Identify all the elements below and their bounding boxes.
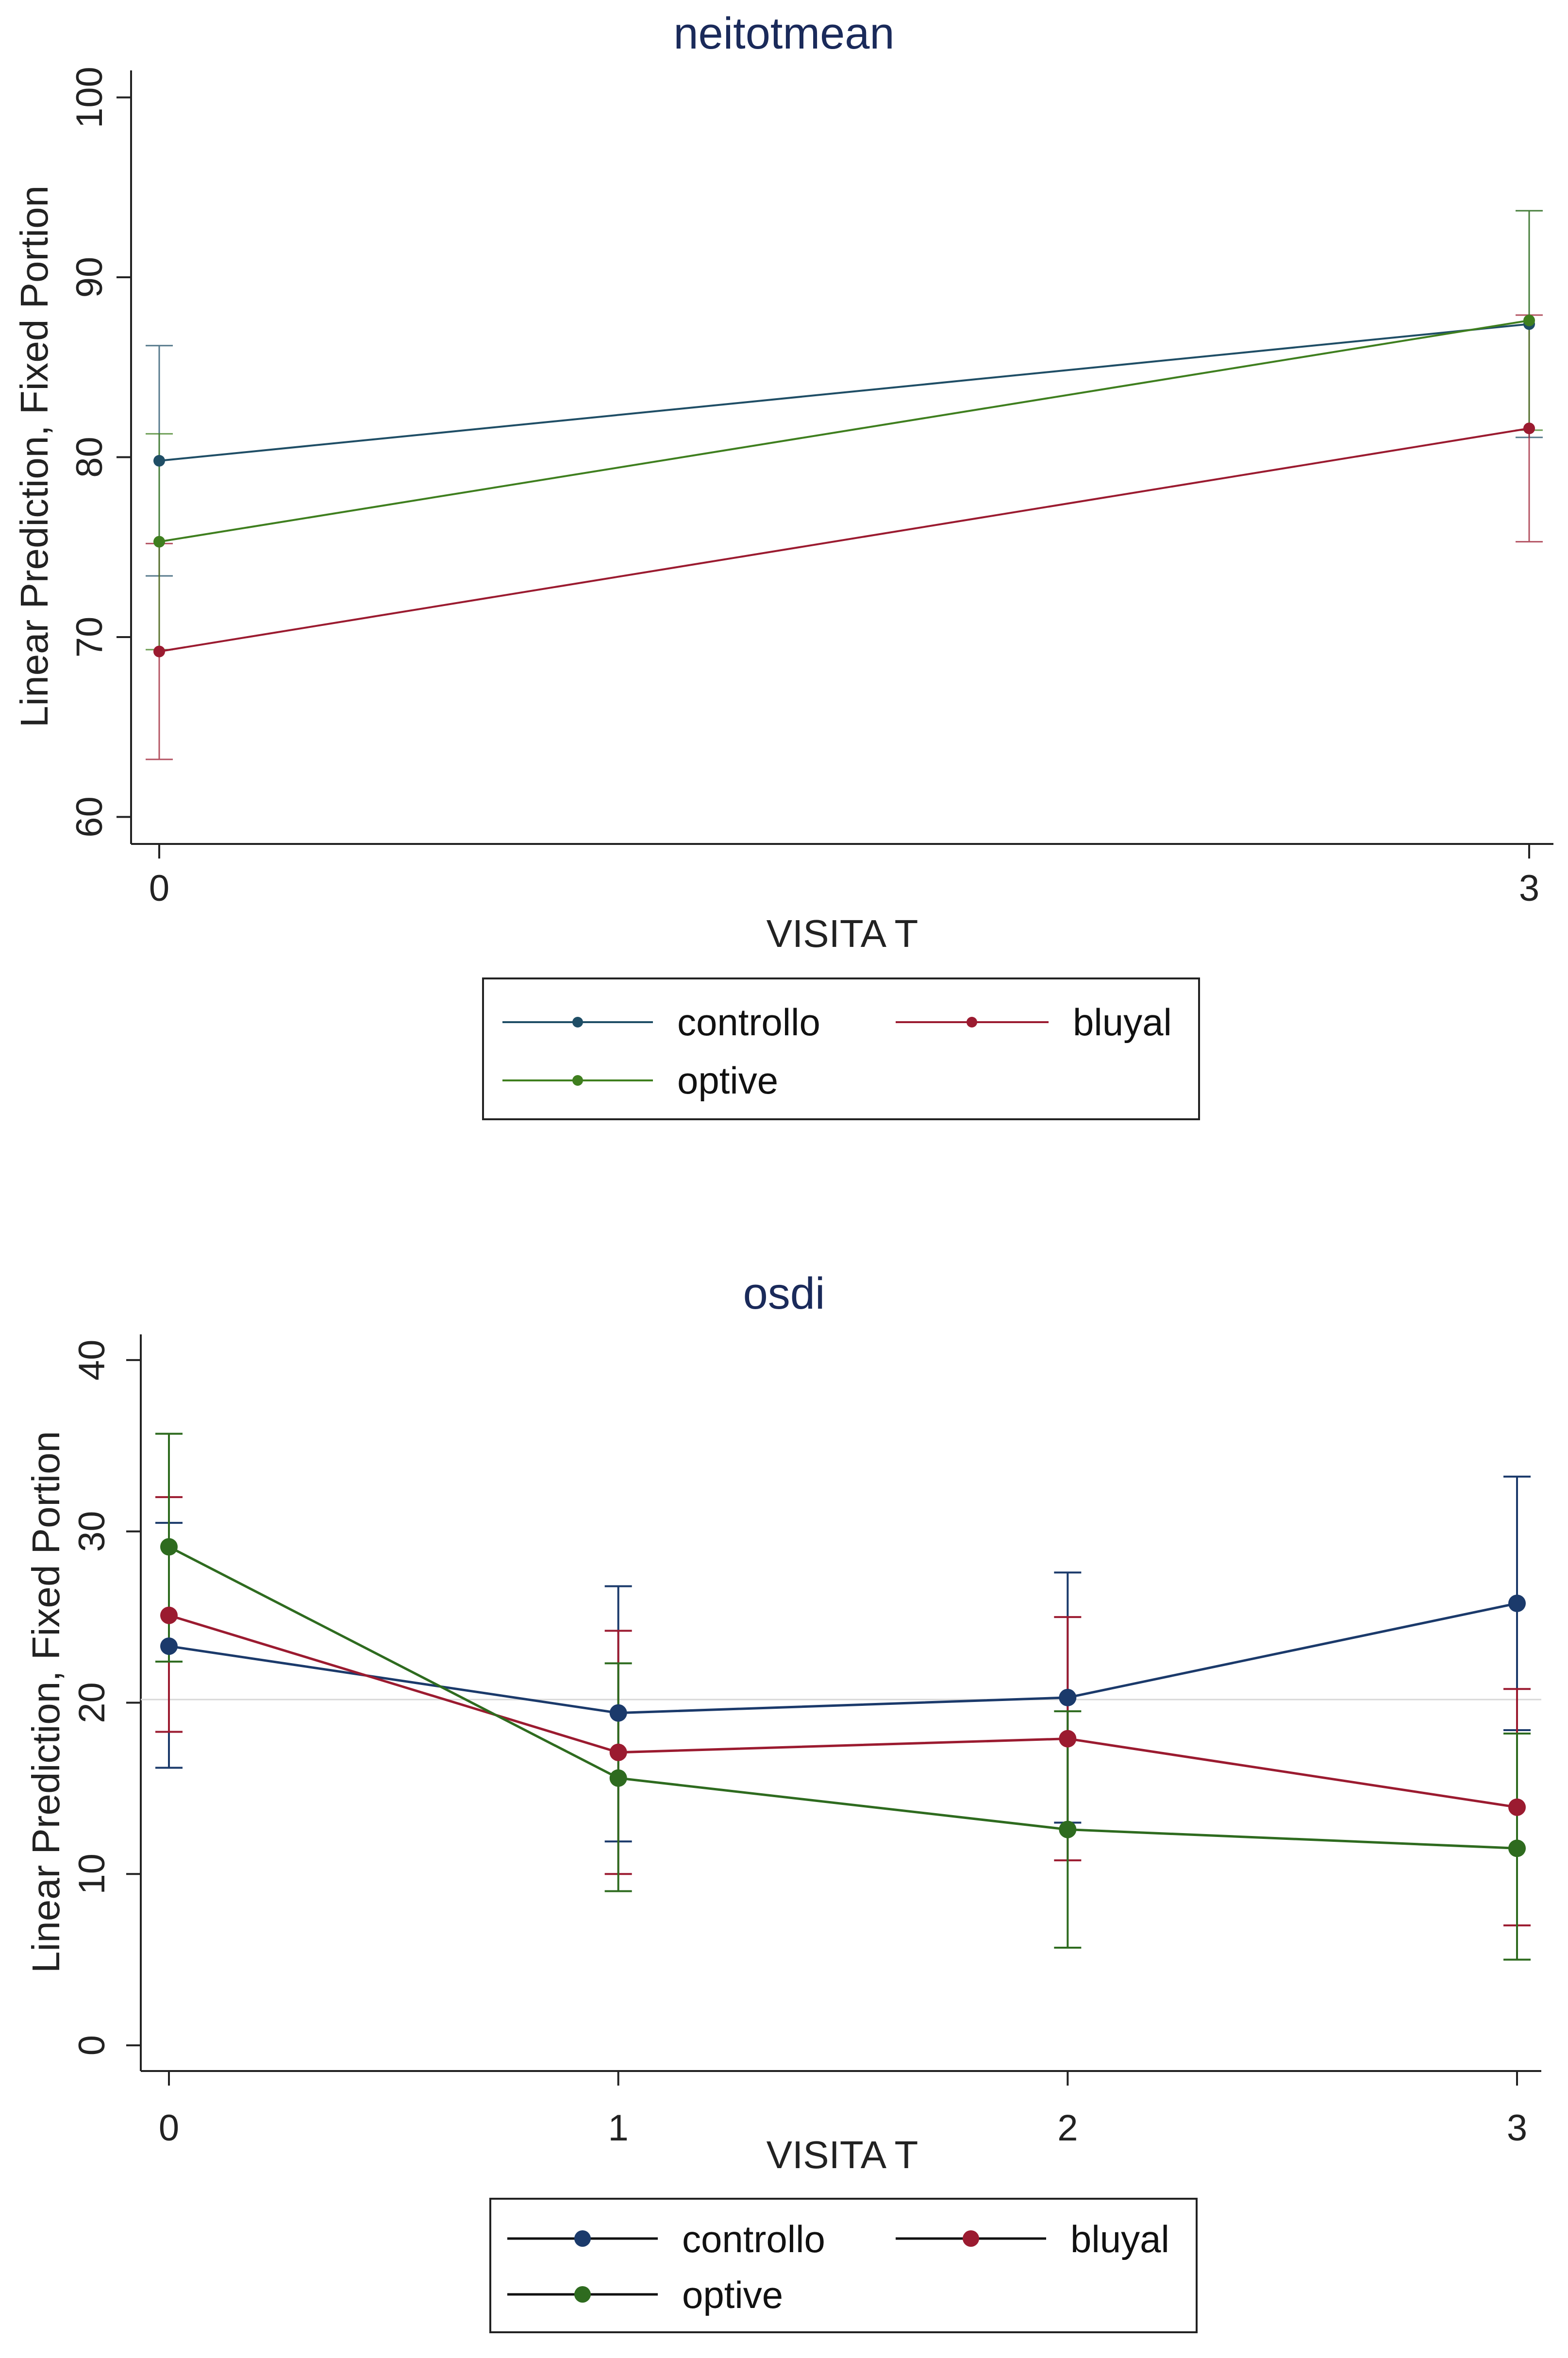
legend-label-bluyal: bluyal: [1073, 1001, 1172, 1044]
data-point-bluyal: [153, 645, 165, 657]
series-line-bluyal: [168, 1614, 1518, 1809]
y-axis-label: Linear Prediction, Fixed Portion: [24, 1431, 67, 1973]
x-tick-label: 3: [1507, 2107, 1527, 2149]
series-line-controllo: [168, 1602, 1518, 1715]
y-tick-label: 100: [69, 67, 110, 128]
y-tick-label: 30: [71, 1511, 113, 1552]
chart-title: neitotmean: [673, 9, 894, 58]
y-tick-label: 90: [69, 257, 110, 298]
y-tick-label: 20: [71, 1682, 113, 1723]
x-tick-label: 1: [608, 2107, 629, 2149]
legend-marker-optive: [574, 2286, 591, 2303]
y-tick-label: 70: [69, 617, 110, 658]
legend-marker-optive: [572, 1075, 583, 1086]
series-line-optive: [159, 319, 1530, 543]
legend-marker-bluyal: [967, 1017, 977, 1027]
y-tick-label: 40: [71, 1340, 113, 1381]
y-tick-label: 60: [69, 796, 110, 838]
legend: controllo bluyal optive: [482, 977, 1200, 1120]
x-ticks: 0 1 2 3: [159, 2071, 1527, 2149]
legend-label-optive: optive: [682, 2274, 783, 2316]
legend-marker-controllo: [572, 1017, 583, 1027]
data-point-optive: [160, 1538, 178, 1556]
error-bars-bluyal: [155, 1496, 1531, 1927]
data-point-optive: [609, 1769, 627, 1787]
y-axis-label: Linear Prediction, Fixed Portion: [13, 185, 56, 727]
chart-osdi: osdi 0 10 20 30 40 0 1 2 3 Linear Prediction, F…: [24, 1269, 1541, 2333]
series-line-controllo: [159, 323, 1530, 462]
data-point-optive: [153, 536, 165, 548]
x-tick-label: 2: [1057, 2107, 1078, 2149]
data-point-controllo: [160, 1637, 178, 1655]
error-bars-bluyal: [146, 314, 1543, 760]
data-point-controllo: [153, 455, 165, 467]
legend-box: [489, 2198, 1198, 2333]
x-axis-label: VISITA T: [767, 2133, 918, 2176]
legend-label-controllo: controllo: [677, 1001, 820, 1044]
data-point-optive: [1508, 1839, 1526, 1857]
y-tick-label: 80: [69, 437, 110, 478]
legend-marker-bluyal: [963, 2230, 979, 2247]
y-ticks: 0 10 20 30 40: [71, 1340, 141, 2055]
series-line-optive: [168, 1546, 1518, 1850]
x-tick-label: 0: [159, 2107, 179, 2149]
data-point-controllo: [1059, 1688, 1077, 1706]
y-tick-label: 10: [71, 1853, 113, 1895]
data-point-optive: [1523, 314, 1535, 326]
legend-label-controllo: controllo: [682, 2218, 825, 2260]
legend-marker-controllo: [574, 2230, 591, 2247]
data-point-bluyal: [609, 1743, 627, 1761]
data-point-optive: [1059, 1820, 1077, 1838]
legend-label-bluyal: bluyal: [1070, 2218, 1169, 2260]
x-tick-label: 3: [1519, 868, 1539, 909]
error-bars-optive: [155, 1432, 1531, 1961]
legend-box: [482, 977, 1200, 1120]
x-axis-label: VISITA T: [767, 912, 918, 955]
y-tick-label: 0: [71, 2035, 113, 2055]
data-point-bluyal: [160, 1606, 178, 1624]
data-point-bluyal: [1059, 1730, 1077, 1748]
data-point-controllo: [1508, 1594, 1526, 1612]
data-point-bluyal: [1508, 1798, 1526, 1816]
legend: controllo bluyal optive: [489, 2198, 1198, 2333]
error-bars-controllo: [155, 1475, 1531, 1843]
series-group: [146, 210, 1543, 760]
y-ticks: 60 70 80 90 100: [69, 67, 131, 838]
chart-title: osdi: [743, 1269, 825, 1318]
data-point-controllo: [609, 1704, 627, 1722]
series-group: [155, 1432, 1531, 1961]
legend-label-optive: optive: [677, 1059, 778, 1102]
series-line-bluyal: [159, 427, 1530, 653]
data-point-bluyal: [1523, 422, 1535, 435]
x-tick-label: 0: [149, 868, 169, 909]
